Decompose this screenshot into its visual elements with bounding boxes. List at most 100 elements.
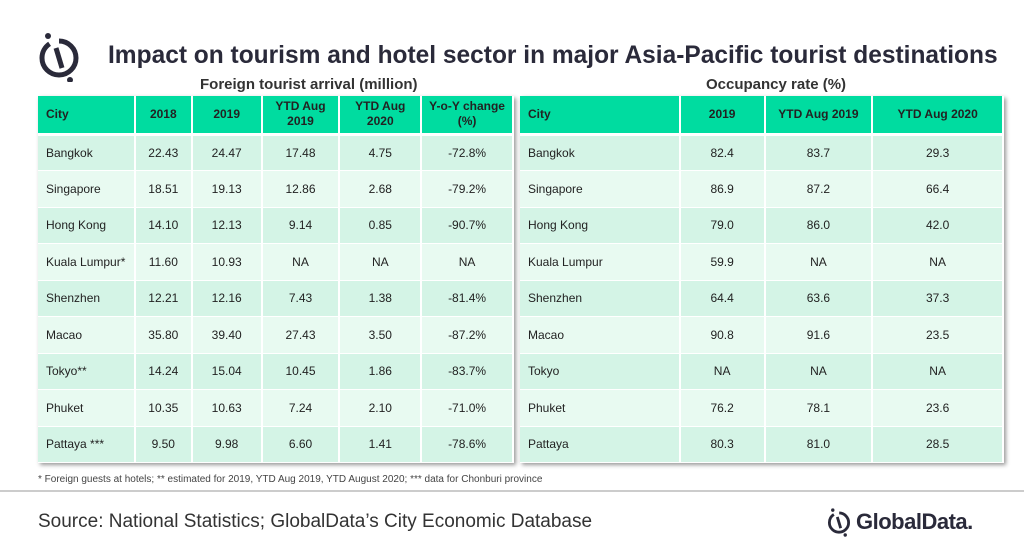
table-cell: -79.2% [421,170,514,208]
table-cell: NA [872,353,1004,390]
city-cell: Shenzhen [38,280,136,317]
table-cell: 80.3 [679,426,766,463]
table-cell: 7.24 [261,389,341,427]
city-cell: Kuala Lumpur [520,243,681,281]
table-cell: 63.6 [764,280,874,317]
table-cell: 12.86 [261,170,341,208]
column-header: City [38,96,136,136]
table-cell: 90.8 [679,316,766,354]
table-row: Singapore 18.51 19.13 12.86 2.68 -79.2% [38,170,514,208]
table-cell: 91.6 [764,316,874,354]
table-cell: 9.98 [191,426,263,463]
city-cell: Bangkok [38,134,136,171]
city-cell: Phuket [520,389,681,427]
city-cell: Phuket [38,389,136,427]
brand-logo: GlobalData. [826,506,973,538]
column-header: YTD Aug 2019 [764,96,874,136]
table-row: Hong Kong 14.10 12.13 9.14 0.85 -90.7% [38,207,514,244]
table-row: Tokyo** 14.24 15.04 10.45 1.86 -83.7% [38,353,514,390]
table-cell: 2.68 [339,170,423,208]
table-cell: 14.24 [134,353,193,390]
table-cell: 76.2 [679,389,766,427]
table-cell: -83.7% [421,353,514,390]
city-cell: Tokyo [520,353,681,390]
table-cell: NA [421,243,514,281]
table-cell: 82.4 [679,134,766,171]
table-cell: 4.75 [339,134,423,171]
column-header: 2019 [679,96,766,136]
table-cell: 10.63 [191,389,263,427]
table-row: Pattaya *** 9.50 9.98 6.60 1.41 -78.6% [38,426,514,463]
table-cell: 2.10 [339,389,423,427]
globaldata-logo-icon [39,33,79,82]
city-cell: Pattaya *** [38,426,136,463]
table-cell: NA [679,353,766,390]
table-cell: 17.48 [261,134,341,171]
table-row: Pattaya 80.3 81.0 28.5 [520,426,1004,463]
header-row: City 2018 2019 YTD Aug 2019 YTD Aug 2020 Y-o-… [38,96,514,136]
city-cell: Pattaya [520,426,681,463]
table-cell: -90.7% [421,207,514,244]
table-row: Macao 35.80 39.40 27.43 3.50 -87.2% [38,316,514,354]
table-cell: 64.4 [679,280,766,317]
table-cell: -81.4% [421,280,514,317]
table-row: Macao 90.8 91.6 23.5 [520,316,1004,354]
brand-name: GlobalData. [856,509,973,534]
occupancy-rate-table: City 2019 YTD Aug 2019 YTD Aug 2020 Bangkok 8… [520,96,1004,463]
column-header: YTD Aug 2020 [339,96,423,136]
header-row: City 2019 YTD Aug 2019 YTD Aug 2020 [520,96,1004,136]
table-cell: 6.60 [261,426,341,463]
table-cell: NA [872,243,1004,281]
left-table-caption: Foreign tourist arrival (million) [200,76,418,93]
table-row: Kuala Lumpur* 11.60 10.93 NA NA NA [38,243,514,281]
tourist-arrival-table: City 2018 2019 YTD Aug 2019 YTD Aug 2020 Y-o-… [38,96,514,463]
table-row: Phuket 10.35 10.63 7.24 2.10 -71.0% [38,389,514,427]
table-cell: 11.60 [134,243,193,281]
table-row: Kuala Lumpur 59.9 NA NA [520,243,1004,281]
table-row: Singapore 86.9 87.2 66.4 [520,170,1004,208]
city-cell: Kuala Lumpur* [38,243,136,281]
table-row: Bangkok 82.4 83.7 29.3 [520,134,1004,171]
table-cell: 81.0 [764,426,874,463]
table-cell: 42.0 [872,207,1004,244]
divider [0,490,1024,492]
table-cell: 59.9 [679,243,766,281]
city-cell: Macao [38,316,136,354]
page-title: Impact on tourism and hotel sector in ma… [108,41,998,69]
city-cell: Singapore [520,170,681,208]
table-cell: 29.3 [872,134,1004,171]
column-header: 2018 [134,96,193,136]
table-cell: 3.50 [339,316,423,354]
city-cell: Hong Kong [38,207,136,244]
table-cell: 1.38 [339,280,423,317]
table-cell: 78.1 [764,389,874,427]
table-cell: 19.13 [191,170,263,208]
table-cell: 18.51 [134,170,193,208]
table-cell: NA [764,353,874,390]
table-cell: 87.2 [764,170,874,208]
city-cell: Shenzhen [520,280,681,317]
table-cell: 79.0 [679,207,766,244]
column-header: 2019 [191,96,263,136]
table-cell: 37.3 [872,280,1004,317]
table-row: Bangkok 22.43 24.47 17.48 4.75 -72.8% [38,134,514,171]
table-row: Phuket 76.2 78.1 23.6 [520,389,1004,427]
table-cell: 12.16 [191,280,263,317]
table-cell: 86.9 [679,170,766,208]
table-row: Tokyo NA NA NA [520,353,1004,390]
table-cell: 9.14 [261,207,341,244]
table-cell: -71.0% [421,389,514,427]
column-header: City [520,96,681,136]
city-cell: Tokyo** [38,353,136,390]
table-cell: 86.0 [764,207,874,244]
table-cell: NA [261,243,341,281]
city-cell: Macao [520,316,681,354]
column-header: Y-o-Y change (%) [421,96,514,136]
city-cell: Bangkok [520,134,681,171]
table-row: Shenzhen 64.4 63.6 37.3 [520,280,1004,317]
table-cell: 39.40 [191,316,263,354]
table-cell: 0.85 [339,207,423,244]
table-cell: 35.80 [134,316,193,354]
table-cell: 24.47 [191,134,263,171]
table-cell: -87.2% [421,316,514,354]
